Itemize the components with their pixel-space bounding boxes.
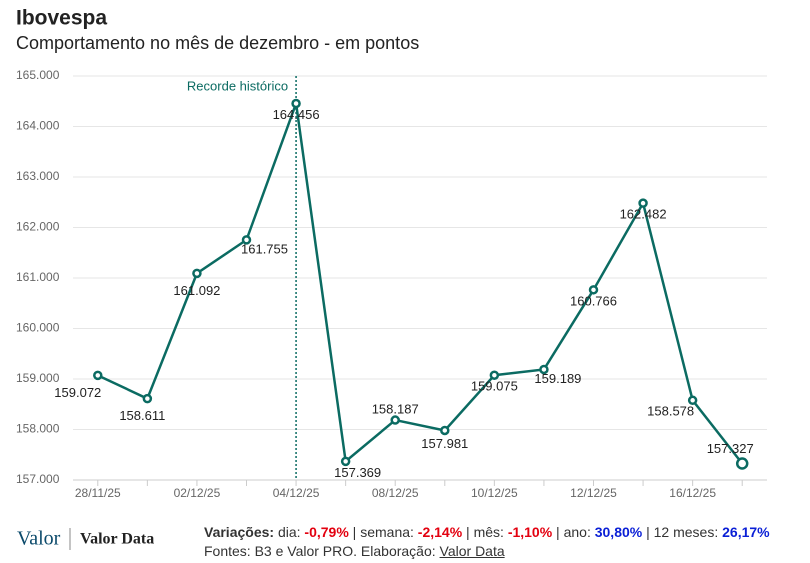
value-label: 158.578 xyxy=(647,404,694,419)
y-tick-label: 157.000 xyxy=(16,472,60,486)
value-label: 157.327 xyxy=(707,441,754,456)
variation-label: ano: xyxy=(563,524,591,540)
value-label: 159.072 xyxy=(54,385,101,400)
logo-data: Valor Data xyxy=(80,531,154,548)
y-tick-label: 162.000 xyxy=(16,220,60,234)
variation-value: -2,14% xyxy=(417,524,463,540)
value-label: 159.075 xyxy=(471,379,518,394)
value-label: 159.189 xyxy=(534,371,581,386)
point xyxy=(192,268,202,279)
y-tick-label: 164.000 xyxy=(16,119,60,133)
chart-title: Ibovespa xyxy=(16,7,107,30)
variation-value: -0,79% xyxy=(304,524,349,540)
y-tick-label: 160.000 xyxy=(16,321,60,335)
x-tick-label: 02/12/25 xyxy=(174,486,221,500)
point xyxy=(489,370,500,380)
point xyxy=(588,285,599,295)
line xyxy=(97,103,744,465)
point xyxy=(93,370,103,381)
logo: Valor xyxy=(17,528,61,550)
point xyxy=(142,393,153,404)
sources: Fontes: B3 e Valor PRO. Elaboração: Valo… xyxy=(204,543,505,559)
y-tick-label: 165.000 xyxy=(16,68,60,82)
point xyxy=(687,395,698,406)
value-label: 157.369 xyxy=(334,465,381,480)
variations: Variações: dia: -0,79% | semana: -2,14% … xyxy=(204,524,770,540)
x-tick-label: 12/12/25 xyxy=(570,486,617,500)
point xyxy=(390,415,400,425)
point xyxy=(735,457,749,470)
variation-label: semana: xyxy=(360,524,414,540)
value-label: 161.755 xyxy=(241,241,288,256)
point xyxy=(291,98,301,109)
point xyxy=(340,456,351,467)
value-label: 157.981 xyxy=(421,436,468,451)
value-label: 161.092 xyxy=(173,283,220,298)
annotation: Recorde histórico xyxy=(187,78,288,93)
y-tick-label: 159.000 xyxy=(16,371,60,385)
value-label: 164.456 xyxy=(273,107,320,122)
variation-value: 26,17% xyxy=(722,524,770,540)
variations-label: Variações: xyxy=(204,524,275,540)
x-tick-label: 16/12/25 xyxy=(669,486,716,500)
y-tick-label: 161.000 xyxy=(16,270,60,284)
variation-label: mês: xyxy=(473,524,504,540)
sources-link[interactable]: Valor Data xyxy=(439,543,505,559)
variation-value: -1,10% xyxy=(507,524,553,540)
x-tick-label: 04/12/25 xyxy=(273,486,320,500)
variation-label: dia: xyxy=(277,524,301,540)
value-label: 162.482 xyxy=(620,207,667,222)
chart-subtitle: Comportamento no mês de dezembro - em po… xyxy=(16,33,419,53)
x-tick-label: 10/12/25 xyxy=(471,486,518,500)
point xyxy=(241,235,252,245)
value-label: 158.611 xyxy=(119,408,165,423)
value-label: 158.187 xyxy=(372,401,419,416)
value-label: 160.766 xyxy=(570,293,617,308)
y-tick-label: 158.000 xyxy=(16,422,60,436)
x-tick-label: 08/12/25 xyxy=(372,486,419,500)
point xyxy=(539,364,549,375)
y-tick-label: 163.000 xyxy=(16,169,60,183)
point xyxy=(440,425,450,436)
variation-value: 30,80% xyxy=(594,524,643,540)
x-tick-label: 28/11/25 xyxy=(75,486,121,500)
point xyxy=(638,198,648,208)
sources-text: Fontes: B3 e Valor PRO. Elaboração: xyxy=(204,543,436,559)
variation-label: 12 meses: xyxy=(653,524,719,540)
